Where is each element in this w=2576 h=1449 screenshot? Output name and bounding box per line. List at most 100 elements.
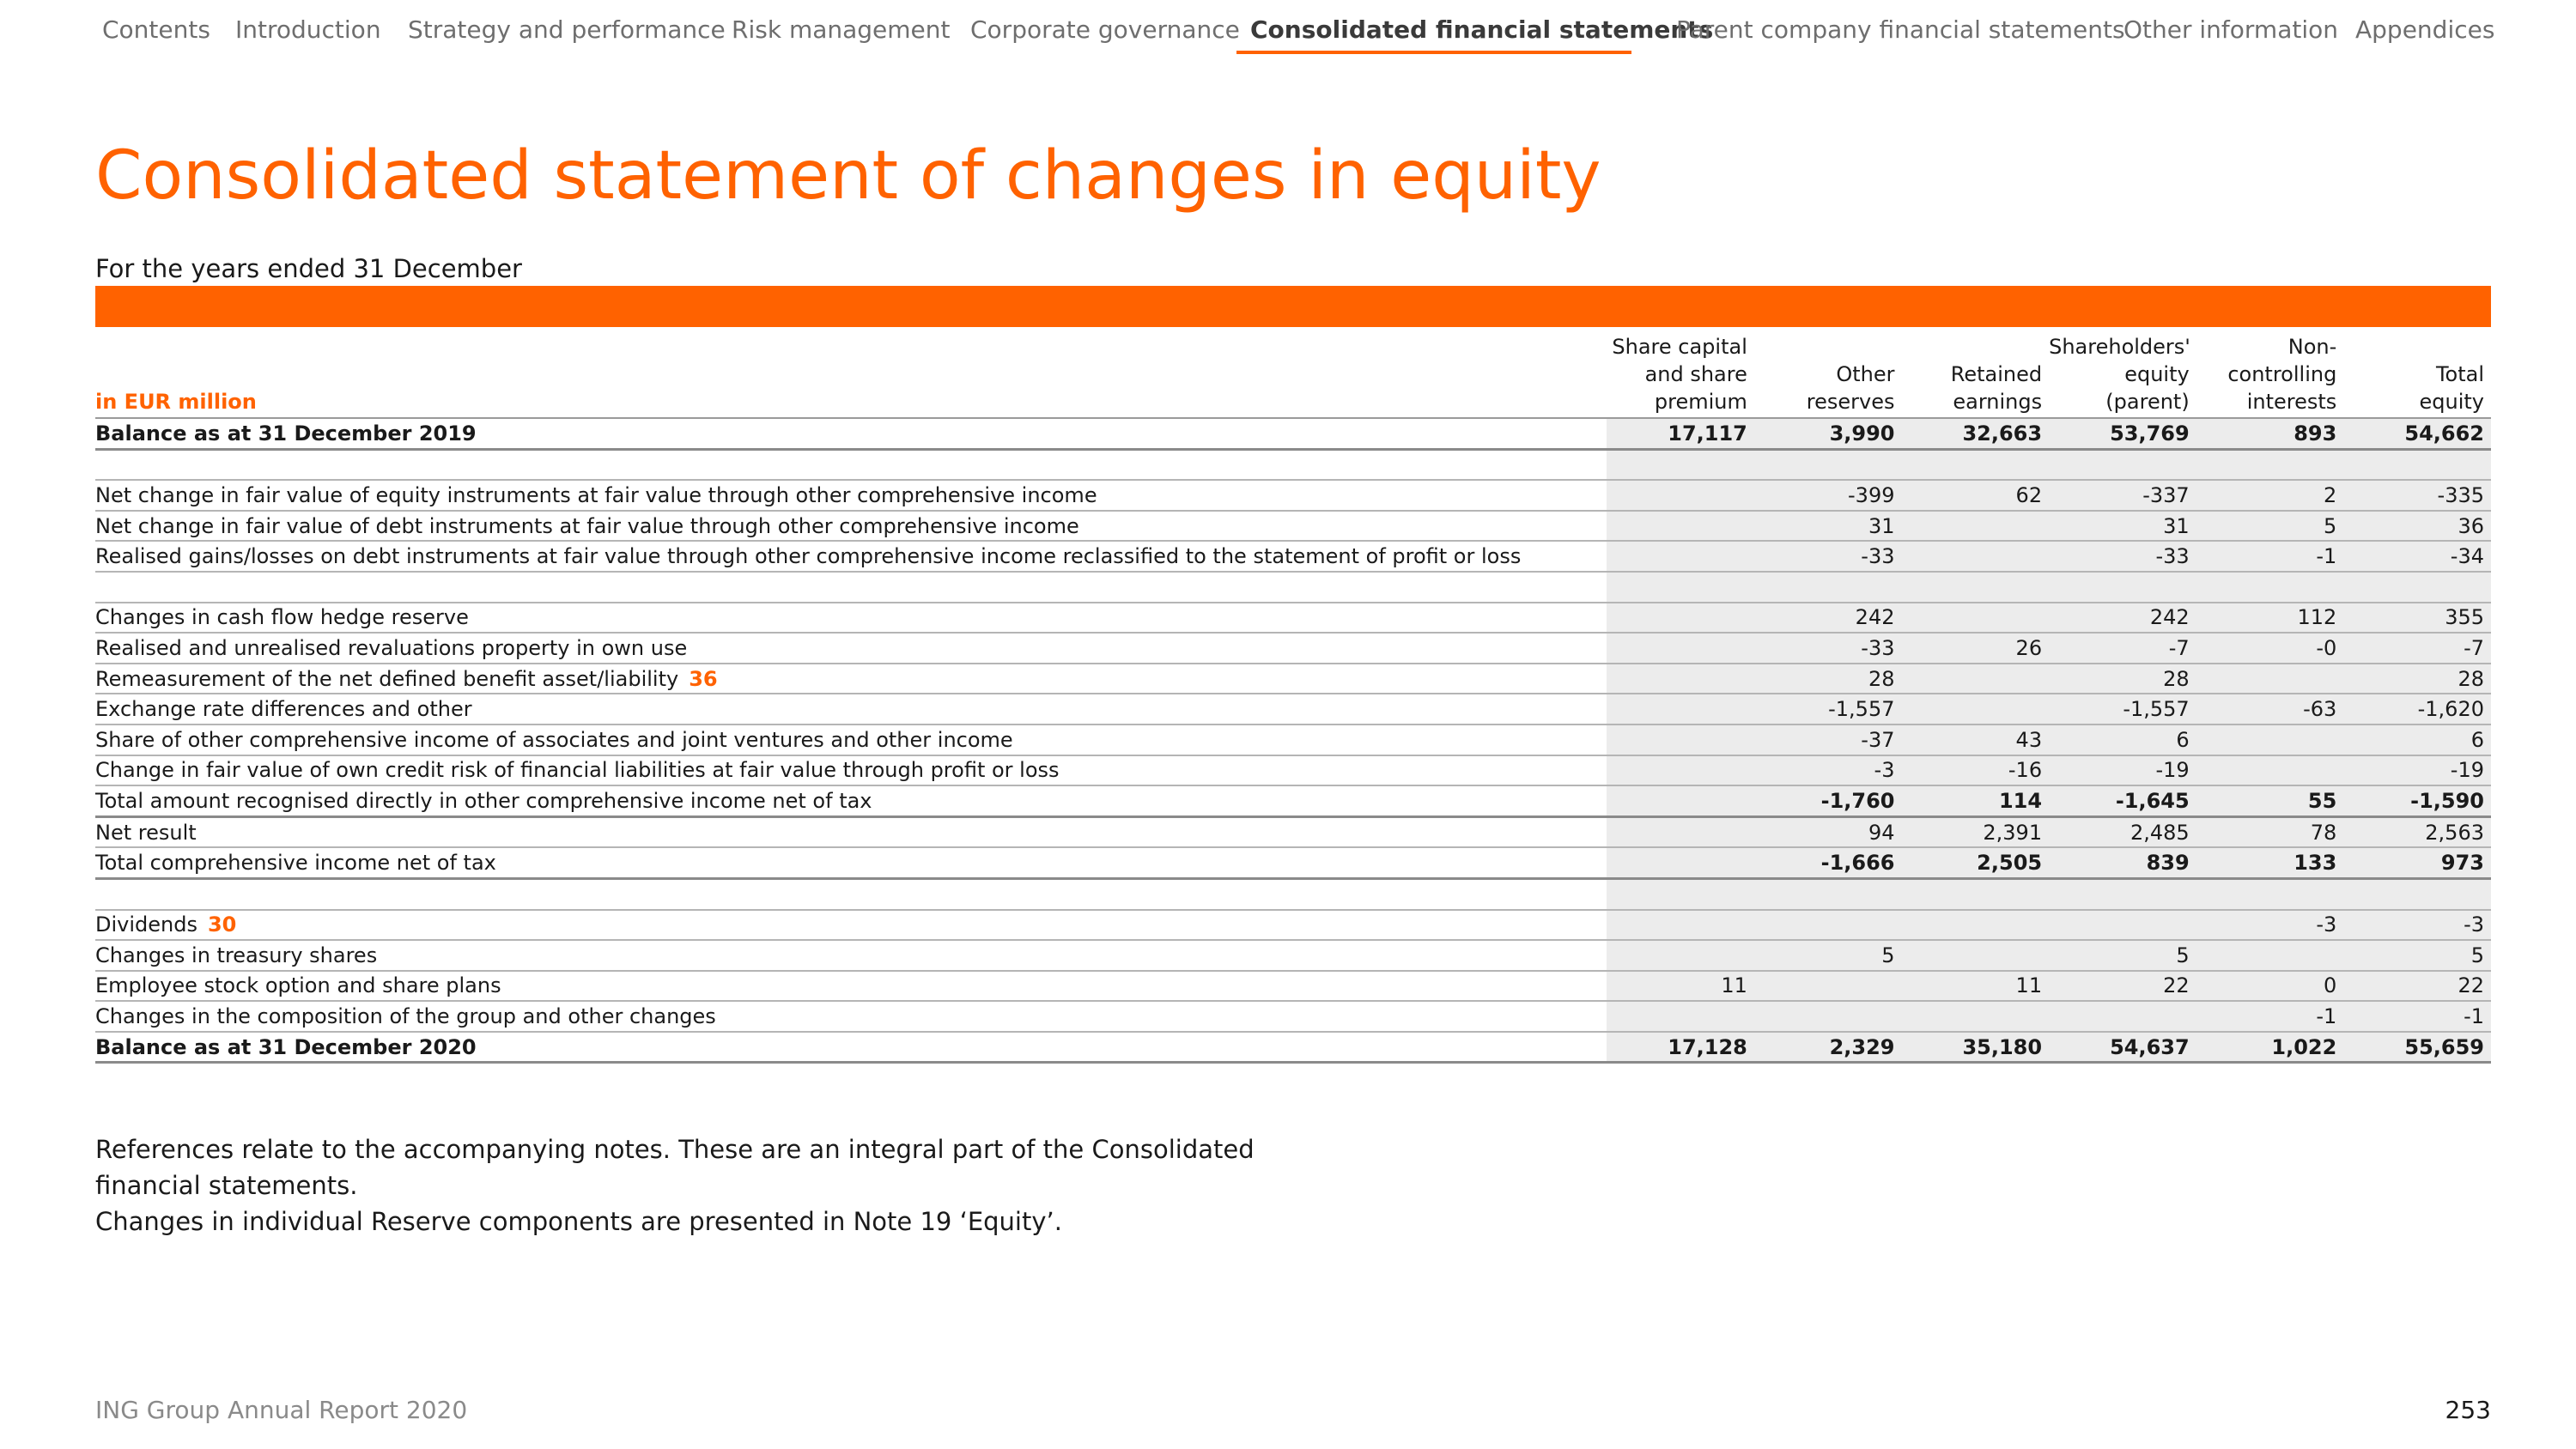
value-cell: -1,666 [1753,847,1902,880]
nav-item-parent-company[interactable]: Parent company financial statements [1676,15,2125,44]
value-cell [1607,449,1754,482]
value-cell: -1,620 [2343,694,2491,725]
value-cell: 1,022 [2196,1031,2344,1064]
value-cell: 114 [1901,785,2050,818]
value-cell [1607,816,1754,849]
value-cell [1607,847,1754,880]
value-cell: -34 [2343,541,2491,573]
value-cell: 2 [2196,480,2344,512]
value-cell: -1,760 [1753,785,1902,818]
table-row: Balance as at 31 December 2019 17,117 3,99… [95,418,2491,451]
nav-item-consolidated-financial-statements[interactable]: Consolidated financial statements [1250,15,1714,44]
value-cell: 11 [1607,970,1754,1003]
value-cell [1901,694,2050,725]
value-cell: 5 [2049,940,2196,972]
table-row: Employee stock option and share plans 11 1… [95,970,2491,1003]
nav-item-other-information[interactable]: Other information [2123,15,2339,44]
value-cell: 78 [2196,816,2344,849]
value-cell: 28 [2343,663,2491,695]
row-label: Total amount recognised directly in othe… [95,785,1607,818]
value-cell: -1,590 [2343,785,2491,818]
value-cell: 53,769 [2049,418,2196,451]
row-label [95,878,1607,911]
value-cell [1901,1001,2050,1033]
value-cell: 973 [2343,847,2491,880]
value-cell [1753,571,1902,603]
value-cell: 55 [2196,785,2344,818]
row-label: Realised gains/losses on debt instrument… [95,541,1607,573]
value-cell [1607,724,1754,756]
table-row: Total amount recognised directly in othe… [95,785,2491,818]
value-cell: 54,637 [2049,1031,2196,1064]
nav-item-corporate-governance[interactable]: Corporate governance [970,15,1240,44]
value-cell [1901,878,2050,911]
value-cell: 2,505 [1901,847,2050,880]
value-cell: 22 [2049,970,2196,1003]
unit-label: in EUR million [95,333,1607,419]
row-label-text: Net change in fair value of debt instrum… [95,513,1079,538]
value-cell: 893 [2196,418,2344,451]
row-label-text: Change in fair value of own credit risk … [95,758,1060,783]
row-label-text: Balance as at 31 December 2020 [95,1034,477,1059]
row-label: Balance as at 31 December 2019 [95,418,1607,451]
value-cell [1901,940,2050,972]
row-label-text: Dividends [95,912,197,937]
value-cell: 355 [2343,602,2491,634]
value-cell: -16 [1901,755,2050,787]
value-cell [2196,663,2344,695]
value-cell: -37 [1753,724,1902,756]
note-reference-link[interactable]: 30 [207,912,237,937]
nav-item-introduction[interactable]: Introduction [235,15,381,44]
value-cell: -1,557 [1753,694,1902,725]
nav-item-appendices[interactable]: Appendices [2355,15,2495,44]
value-cell [1607,571,1754,603]
row-label-text: Employee stock option and share plans [95,973,501,998]
value-cell [2343,449,2491,482]
row-label: Remeasurement of the net defined benefit… [95,663,1607,695]
value-cell [1607,541,1754,573]
value-cell [2196,571,2344,603]
value-cell [1901,541,2050,573]
nav-item-risk-management[interactable]: Risk management [732,15,951,44]
value-cell [2196,755,2344,787]
value-cell [1753,878,1902,911]
nav-item-strategy[interactable]: Strategy and performance [408,15,726,44]
row-label-text: Remeasurement of the net defined benefit… [95,666,679,691]
footnote: References relate to the accompanying no… [95,1135,1255,1200]
value-cell: 43 [1901,724,2050,756]
active-tab-indicator [1236,51,1631,54]
value-cell: -3 [2343,909,2491,942]
value-cell: -33 [2049,541,2196,573]
column-header: Other reserves [1753,333,1902,419]
value-cell: 242 [1753,602,1902,634]
value-cell [2196,449,2344,482]
value-cell: 94 [1753,816,1902,849]
nav-item-contents[interactable]: Contents [102,15,210,44]
equity-changes-table: in EUR million Share capital and share p… [95,333,2491,1064]
row-label: Share of other comprehensive income of a… [95,724,1607,756]
table-row: Changes in cash flow hedge reserve 242 242… [95,602,2491,634]
note-reference-link[interactable]: 36 [689,666,718,691]
value-cell: 2,563 [2343,816,2491,849]
value-cell: -7 [2049,633,2196,664]
value-cell [1607,1001,1754,1033]
value-cell [1607,909,1754,942]
value-cell [1607,878,1754,911]
value-cell: 32,663 [1901,418,2050,451]
value-cell: 5 [1753,940,1902,972]
table-row: Remeasurement of the net defined benefit… [95,663,2491,695]
column-header: Share capital and share premium [1607,333,1754,419]
row-label: Total comprehensive income net of tax [95,847,1607,880]
value-cell: 62 [1901,480,2050,512]
page-subtitle: For the years ended 31 December [95,254,522,283]
row-label: Changes in treasury shares [95,940,1607,972]
value-cell: -1 [2196,541,2344,573]
table-row: Change in fair value of own credit risk … [95,755,2491,787]
column-header: Non- controlling interests [2196,333,2344,419]
value-cell [1607,755,1754,787]
value-cell [1607,940,1754,972]
row-label [95,571,1607,603]
table-header-row: in EUR million Share capital and share p… [95,333,2491,419]
row-label-text: Realised and unrealised revaluations pro… [95,635,688,660]
value-cell: 0 [2196,970,2344,1003]
